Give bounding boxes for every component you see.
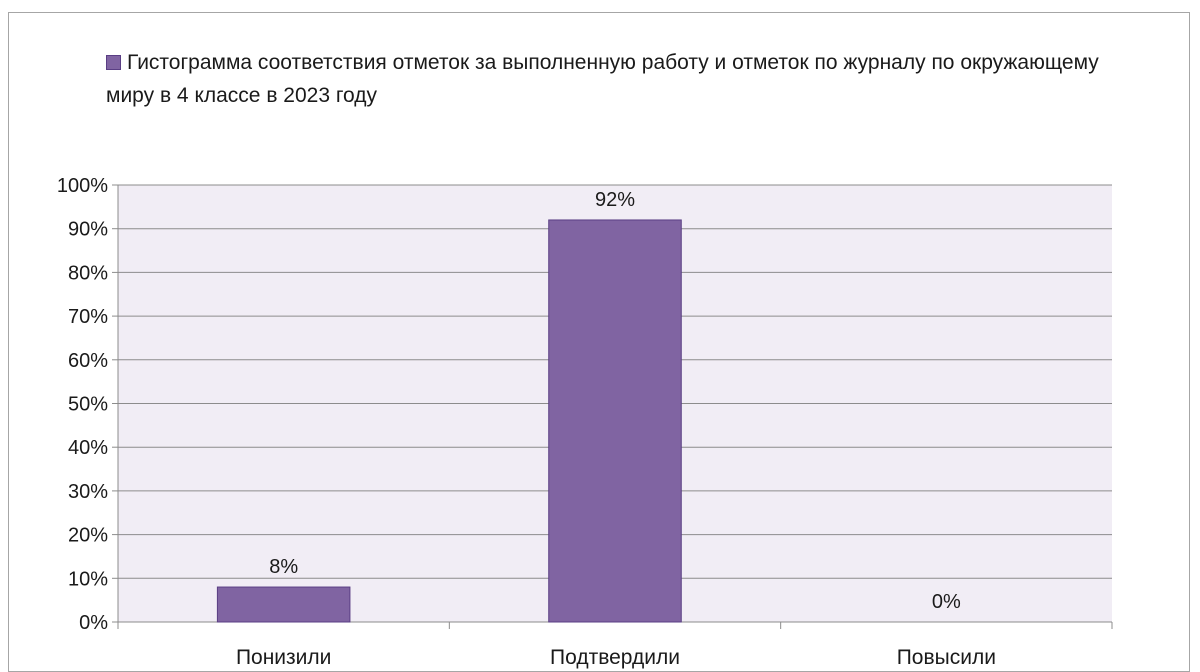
y-tick-label: 20% [68,525,108,547]
y-tick-label: 70% [68,306,108,328]
y-tick-label: 10% [68,568,108,590]
y-tick-label: 50% [68,394,108,416]
x-tick-label: Понизили [236,646,331,669]
data-label: 8% [269,556,298,578]
bar [548,219,682,623]
y-tick-label: 40% [68,437,108,459]
legend-label: Гистограмма соответствия отметок за выпо… [106,51,1099,107]
legend-swatch [106,55,121,70]
data-label: 0% [932,591,961,613]
y-tick-label: 90% [68,219,108,241]
data-label: 92% [595,189,635,211]
x-tick-label: Подтвердили [550,646,680,669]
y-tick-label: 0% [79,612,108,634]
bar [216,586,351,623]
y-tick-label: 60% [68,350,108,372]
chart-legend: Гистограмма соответствия отметок за выпо… [106,46,1106,112]
x-tick-label: Повысили [897,646,996,669]
y-tick-label: 100% [57,175,108,197]
y-tick-label: 30% [68,481,108,503]
y-tick-label: 80% [68,262,108,284]
